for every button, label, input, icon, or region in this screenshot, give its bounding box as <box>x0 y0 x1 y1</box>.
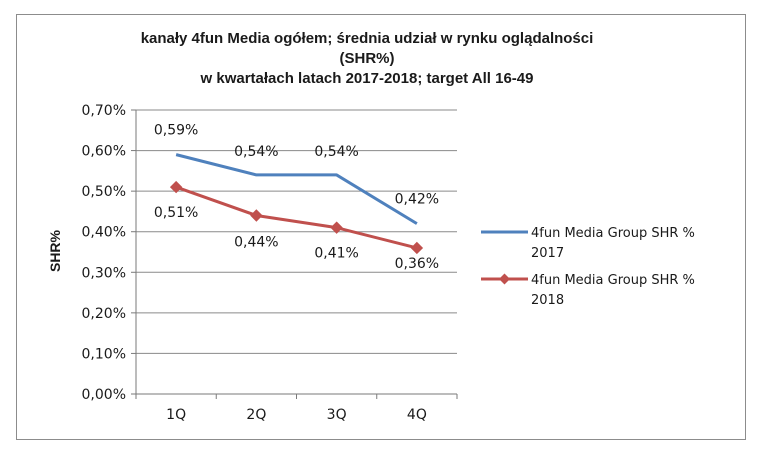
chart-title-line-3: w kwartałach latach 2017-2018; target Al… <box>200 70 534 87</box>
series <box>169 153 424 255</box>
y-tick-label: 0,60% <box>82 144 126 160</box>
y-tick-label: 0,40% <box>82 225 126 241</box>
data-label: 0,59% <box>154 123 198 139</box>
legend-label: 4fun Media Group SHR % <box>531 226 695 241</box>
x-tick-label: 4Q <box>407 407 427 423</box>
y-tick-label: 0,20% <box>82 306 126 322</box>
x-tick-label: 1Q <box>166 407 186 423</box>
data-point-marker <box>250 209 263 222</box>
legend: 4fun Media Group SHR % 2017 4fun Media Gro… <box>481 226 695 308</box>
y-tick-label: 0,30% <box>82 265 126 281</box>
y-axis-label: SHR% <box>47 229 63 272</box>
data-point-marker <box>410 241 424 255</box>
y-tick-labels: 0,00% 0,10% 0,20% 0,30% 0,40% 0,50% 0,60% 0,70% <box>82 103 126 403</box>
y-tick-label: 0,00% <box>82 387 126 403</box>
x-tick-label: 3Q <box>327 407 347 423</box>
series-line-2 <box>175 185 418 250</box>
gridlines <box>136 109 457 354</box>
data-point-marker <box>330 221 343 234</box>
chart-title-line-2: (SHR%) <box>340 50 395 67</box>
x-tick-label: 2Q <box>246 407 266 423</box>
legend-label: 4fun Media Group SHR % <box>531 273 695 288</box>
x-tick-labels: 1Q 2Q 3Q 4Q <box>166 407 427 423</box>
chart-frame <box>16 14 746 440</box>
data-label: 0,54% <box>314 144 358 160</box>
data-label: 0,54% <box>234 144 278 160</box>
data-label: 0,44% <box>234 234 278 250</box>
legend-marker <box>499 273 510 285</box>
chart-title-line-1: kanały 4fun Media ogółem; średnia udział… <box>141 30 594 47</box>
data-label: 0,36% <box>395 256 439 272</box>
data-label: 0,51% <box>154 205 198 221</box>
y-tick-label: 0,70% <box>82 103 126 119</box>
data-label: 0,41% <box>314 246 358 262</box>
axes <box>131 109 458 399</box>
y-tick-label: 0,50% <box>82 184 126 200</box>
data-label: 0,42% <box>395 192 439 208</box>
series-line-1 <box>175 153 418 225</box>
data-point-marker <box>169 180 183 194</box>
y-tick-label: 0,10% <box>82 346 126 362</box>
legend-label: 2018 <box>531 293 564 308</box>
legend-label: 2017 <box>531 246 564 261</box>
data-labels: 0,59% 0,54% 0,54% 0,42% 0,51% 0,44% 0,41% 0,36% <box>154 123 439 272</box>
chart-title: kanały 4fun Media ogółem; średnia udział… <box>141 30 594 87</box>
